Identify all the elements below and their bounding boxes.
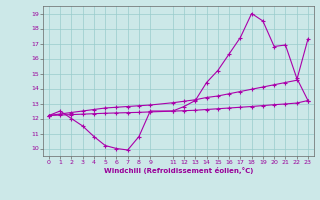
X-axis label: Windchill (Refroidissement éolien,°C): Windchill (Refroidissement éolien,°C)	[104, 167, 253, 174]
